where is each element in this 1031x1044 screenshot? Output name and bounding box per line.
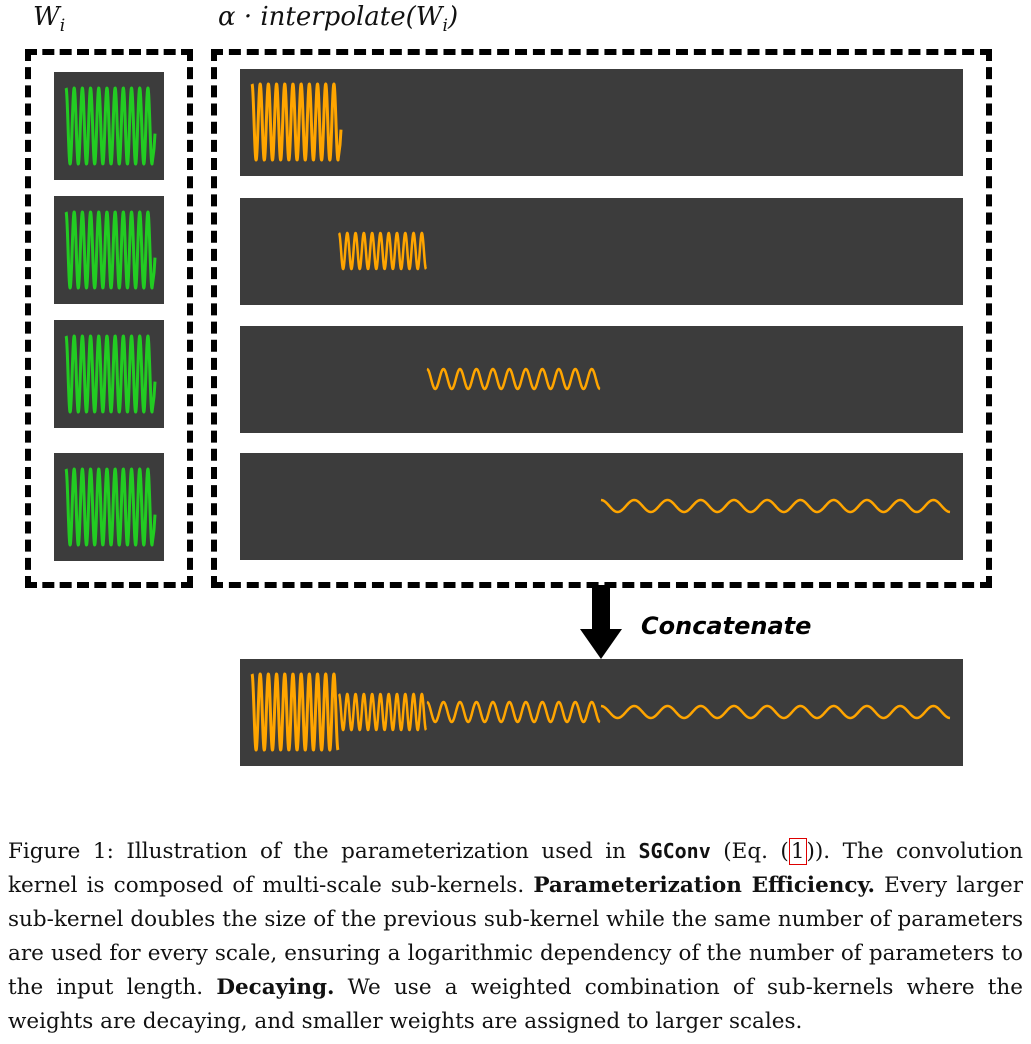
figure-caption: Figure 1: Illustration of the parameteri… [8,834,1023,1039]
orange-wave-scale-2 [337,231,428,271]
orange-wave-concat-4 [600,704,951,720]
green-wave-3 [64,334,157,414]
orange-wave-scale-1 [250,82,343,162]
left-dashed-box [25,49,193,588]
green-wave-4 [64,467,157,547]
green-wave-1 [64,86,157,166]
green-wave-2 [64,210,157,290]
orange-wave-scale-3 [426,367,601,391]
down-arrow-icon [580,585,622,659]
interpolate-label: α · interpolate(Wi) [218,2,458,36]
caption-b1: Parameterization Efficiency. [533,873,875,898]
wi-label-sub: i [59,16,66,37]
caption-t3: )). The convolution kernel is composed o… [8,839,1023,898]
orange-wave-concat-2 [337,692,428,732]
interpolate-label-main: α · interpolate(W [218,2,443,32]
orange-wave-concat-3 [426,700,601,724]
interpolate-label-close: ) [447,2,459,32]
scale-panel-3 [240,326,963,433]
wi-label-main: W [33,2,60,32]
equation-ref-link[interactable]: 1 [788,838,807,865]
caption-t4: Every larger sub-kernel doubles the size… [8,873,1023,1000]
orange-wave-concat-1 [250,672,340,752]
scale-panel-1 [240,69,963,176]
orange-wave-scale-4 [600,498,951,514]
caption-code: SGConv [638,839,711,863]
wi-label: Wi [33,2,65,36]
caption-b2: Decaying. [216,975,335,1000]
concatenate-label: Concatenate [641,612,812,640]
caption-fig: Figure 1: [8,839,114,864]
caption-t1: Illustration of the parameterization use… [113,839,639,864]
caption-t5: We use a weighted combination of sub-ker… [8,975,1024,1034]
interpolate-label-sub: i [442,16,448,37]
caption-t2: (Eq. ( [710,839,789,864]
